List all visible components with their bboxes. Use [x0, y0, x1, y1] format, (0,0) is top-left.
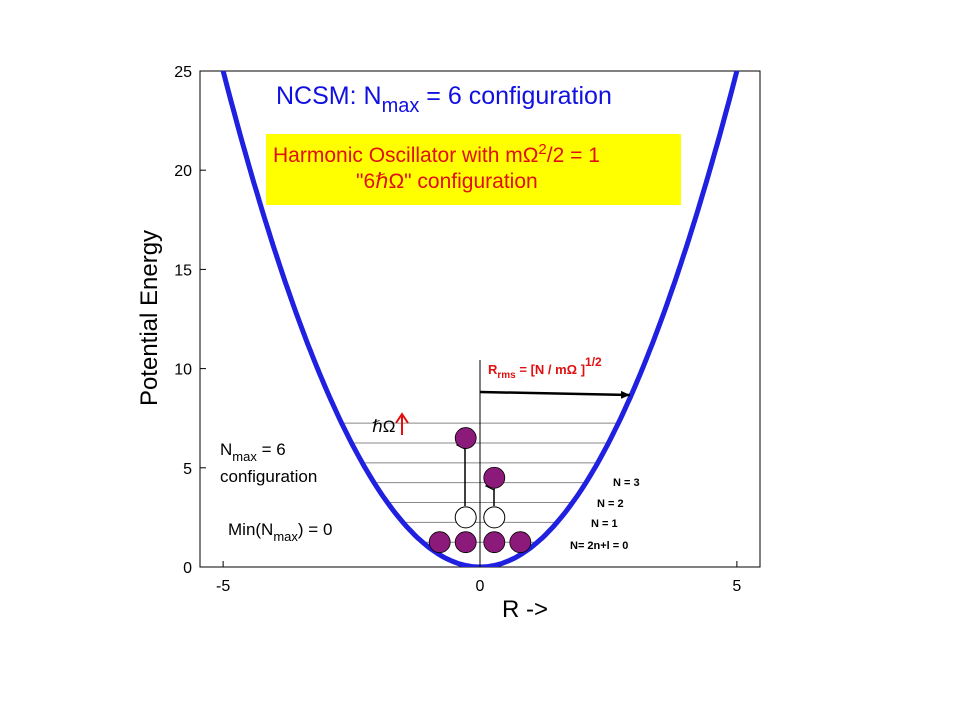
- y-axis-label: Potential Energy: [136, 230, 163, 406]
- y-tick-label-1: 5: [183, 461, 192, 478]
- particle-hole-0: [454, 506, 477, 529]
- n-label-3: N = 3: [613, 477, 640, 489]
- x-tick-label-0: -5: [216, 578, 230, 595]
- y-tick-label-2: 10: [174, 362, 192, 379]
- x-tick-label-1: 0: [476, 578, 485, 595]
- particle-filled-4: [454, 427, 477, 449]
- potential-curve: [220, 71, 740, 567]
- x-axis-label: R ->: [502, 596, 548, 623]
- oscillator-line2: "6ℏΩ" configuration: [356, 170, 538, 193]
- particle-hole-1: [483, 506, 506, 529]
- n-label-0: N= 2n+l = 0: [570, 540, 628, 552]
- oscillator-line1: Harmonic Oscillator with mΩ2/2 = 1: [273, 141, 600, 167]
- particle-filled-0: [428, 531, 451, 554]
- nmax-config-label: configuration: [220, 467, 317, 486]
- y-tick-label-3: 15: [174, 262, 192, 279]
- particles: [428, 427, 532, 554]
- nmax-label: Nmax = 6: [220, 440, 286, 464]
- y-tick-label-4: 20: [174, 163, 192, 180]
- y-ticks: 0 5 10 15 20 25: [174, 64, 206, 577]
- rms-arrow: [479, 390, 631, 399]
- x-tick-label-2: 5: [732, 578, 741, 595]
- x-ticks: -5 0 5: [216, 561, 741, 595]
- particle-filled-1: [454, 531, 477, 554]
- n-label-2: N = 2: [597, 498, 624, 510]
- min-nmax-label: Min(Nmax) = 0: [228, 520, 332, 544]
- particle-filled-5: [483, 466, 506, 489]
- n-label-1: N = 1: [591, 518, 618, 530]
- y-tick-label-0: 0: [183, 560, 192, 577]
- diagram-title: NCSM: Nmax = 6 configuration: [276, 82, 612, 117]
- hbar-omega-arrow-head: [395, 412, 409, 424]
- oscillator-box: [266, 134, 681, 205]
- y-tick-label-5: 25: [174, 64, 192, 81]
- particle-filled-2: [483, 531, 506, 554]
- particle-filled-3: [509, 531, 532, 554]
- rms-label: Rrms = [N / mΩ ]1/2: [488, 355, 602, 381]
- hbar-omega-label: ℏΩ: [372, 417, 395, 436]
